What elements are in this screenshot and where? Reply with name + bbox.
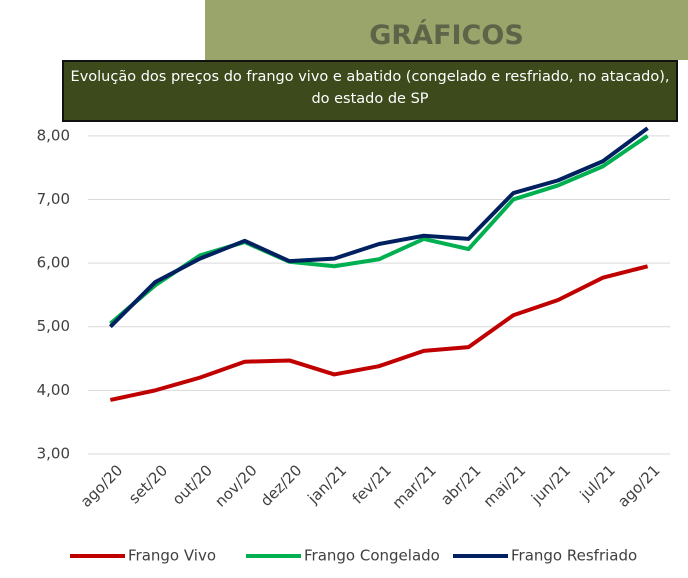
series-line [110, 266, 647, 400]
x-tick-label: fev/21 [349, 461, 395, 507]
x-tick-label: jun/21 [527, 461, 574, 508]
y-tick-label: 8,00 [37, 126, 70, 144]
y-tick-label: 4,00 [37, 381, 70, 399]
legend-label: Frango Vivo [128, 547, 216, 565]
legend-label: Frango Congelado [304, 547, 440, 565]
legend-label: Frango Resfriado [511, 547, 637, 565]
x-tick-label: mai/21 [480, 461, 530, 511]
header-subtitle: Evolução dos preços do frango vivo e aba… [62, 60, 678, 122]
y-tick-label: 7,00 [37, 190, 70, 208]
x-tick-label: ago/21 [614, 461, 664, 511]
x-tick-label: jul/21 [576, 461, 619, 504]
x-tick-label: nov/20 [211, 461, 260, 510]
x-tick-label: abr/21 [437, 461, 484, 508]
page: 3,00 4,00 5,00 6,00 7,00 8,00 ago/20set/20out/… [0, 0, 688, 578]
y-tick-label: 5,00 [37, 317, 70, 335]
y-tick-label: 3,00 [37, 445, 70, 463]
x-tick-label: ago/20 [77, 461, 127, 511]
x-tick-label: set/20 [125, 461, 171, 507]
x-tick-label: dez/20 [257, 461, 306, 510]
y-tick-label: 6,00 [37, 254, 70, 272]
x-tick-label: jan/21 [304, 461, 351, 508]
x-tick-label: mar/21 [389, 461, 440, 512]
header-title: GRÁFICOS [205, 0, 688, 60]
x-tick-label: out/20 [169, 461, 216, 508]
